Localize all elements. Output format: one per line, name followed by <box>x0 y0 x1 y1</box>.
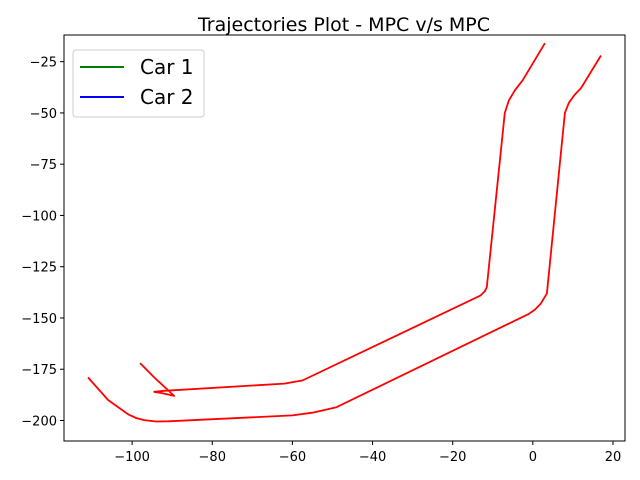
trajectory-line-1 <box>139 42 546 397</box>
x-tick-label: −60 <box>279 450 306 465</box>
chart-title: Trajectories Plot - MPC v/s MPC <box>197 14 490 36</box>
x-tick-label: 20 <box>605 450 622 465</box>
y-tick-label: −100 <box>21 209 57 224</box>
x-tick-label: −80 <box>199 450 226 465</box>
y-tick-label: −175 <box>21 363 57 378</box>
axis-ticks: −100 −80 −60 −40 −20 0 20−25−50−75−100−125−150… <box>21 56 621 465</box>
y-tick-label: −50 <box>30 107 57 122</box>
trajectory-line-2 <box>87 55 602 423</box>
y-tick-label: −150 <box>21 312 57 327</box>
x-tick-label: −40 <box>359 450 386 465</box>
legend: Car 1 Car 2 <box>72 49 205 118</box>
y-tick-label: −125 <box>21 261 57 276</box>
x-tick-label: −20 <box>439 450 466 465</box>
axes-frame <box>63 34 626 442</box>
y-tick-label: −25 <box>30 56 57 71</box>
legend-label-car-2: Car 2 <box>140 85 194 109</box>
y-tick-label: −200 <box>21 414 57 429</box>
y-tick-label: −75 <box>30 158 57 173</box>
legend-label-car-1: Car 1 <box>140 55 194 79</box>
plot-area <box>87 42 602 423</box>
x-tick-label: −100 <box>114 450 150 465</box>
x-tick-label: 0 <box>529 450 537 465</box>
